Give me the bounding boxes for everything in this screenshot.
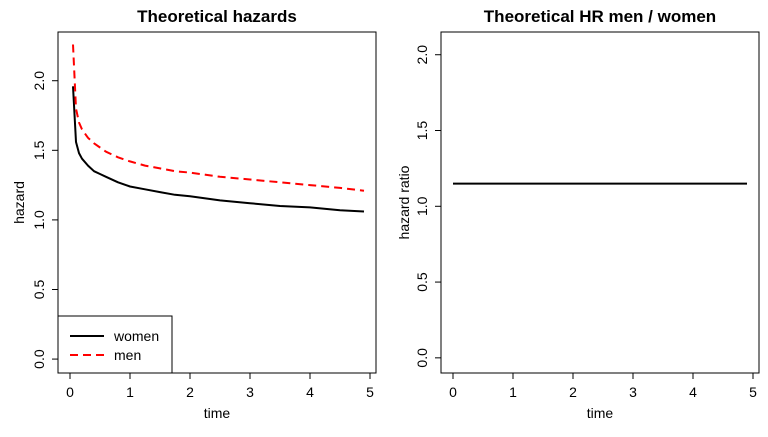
legend-label-women: women [113, 328, 159, 344]
y-tick-label: 0.5 [414, 272, 430, 292]
legend-box [58, 316, 172, 373]
x-tick-label: 2 [186, 384, 194, 400]
x-tick-label: 5 [749, 384, 757, 400]
y-tick-label: 1.0 [31, 210, 47, 230]
x-tick-label: 4 [689, 384, 697, 400]
y-tick-label: 1.0 [414, 196, 430, 216]
x-tick-label: 0 [66, 384, 74, 400]
x-axis-label: time [204, 405, 231, 421]
y-tick-label: 0.0 [31, 349, 47, 369]
y-axis-label: hazard [11, 181, 27, 224]
x-tick-label: 0 [449, 384, 457, 400]
series-line-women [73, 86, 364, 211]
x-tick-label: 4 [306, 384, 314, 400]
panel-2: Theoretical HR men / women 0 1 2 3 4 5 0.0 0.5 1.… [396, 7, 759, 421]
series-line-men [73, 45, 364, 191]
x-tick-label: 1 [509, 384, 517, 400]
x-tick-label: 5 [366, 384, 374, 400]
y-tick-label: 2.0 [31, 71, 47, 91]
legend: women men [58, 316, 172, 373]
y-tick-label: 1.5 [414, 121, 430, 141]
y-axis-label: hazard ratio [396, 165, 412, 239]
x-tick-label: 3 [246, 384, 254, 400]
chart-title: Theoretical HR men / women [484, 7, 716, 26]
y-tick-label: 1.5 [31, 140, 47, 160]
x-tick-label: 2 [569, 384, 577, 400]
x-tick-label: 3 [629, 384, 637, 400]
x-axis-label: time [587, 405, 614, 421]
panel-1: Theoretical hazards 0 1 2 3 4 5 0.0 0.5 1.0 1.5 2.0… [11, 7, 376, 421]
y-tick-label: 2.0 [414, 45, 430, 65]
y-tick-label: 0.5 [31, 280, 47, 300]
x-tick-label: 1 [126, 384, 134, 400]
legend-label-men: men [114, 347, 141, 363]
plot-frame [441, 32, 759, 373]
chart-title: Theoretical hazards [137, 7, 297, 26]
y-tick-label: 0.0 [414, 348, 430, 368]
